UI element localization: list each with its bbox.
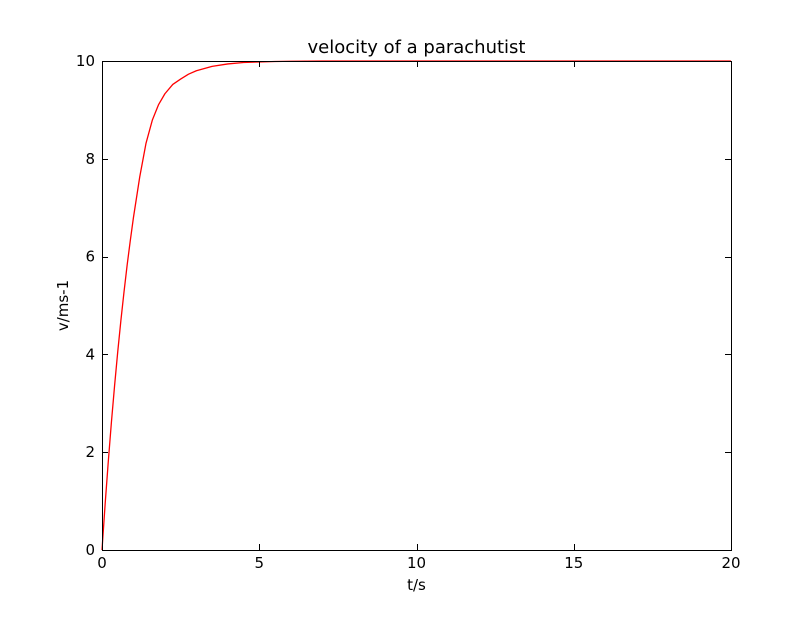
y-tick-label: 8 (85, 150, 95, 168)
plot-frame (102, 61, 732, 551)
ticks: 0 5 10 15 20 0 2 4 6 8 10 (76, 52, 741, 572)
x-tick-label: 5 (254, 554, 264, 572)
y-tick-label: 6 (85, 248, 95, 266)
chart-title: velocity of a parachutist (308, 37, 526, 58)
y-tick-label: 4 (85, 345, 95, 363)
y-axis-label: v/ms-1 (54, 280, 72, 331)
x-tick-label: 0 (97, 554, 107, 572)
x-tick-label: 15 (564, 554, 583, 572)
y-tick-label: 2 (85, 443, 95, 461)
x-axis-label: t/s (407, 576, 426, 594)
x-tick-label: 20 (721, 554, 740, 572)
y-tick-label: 10 (76, 52, 95, 70)
x-tick-label: 10 (407, 554, 426, 572)
y-tick-label: 0 (85, 541, 95, 559)
